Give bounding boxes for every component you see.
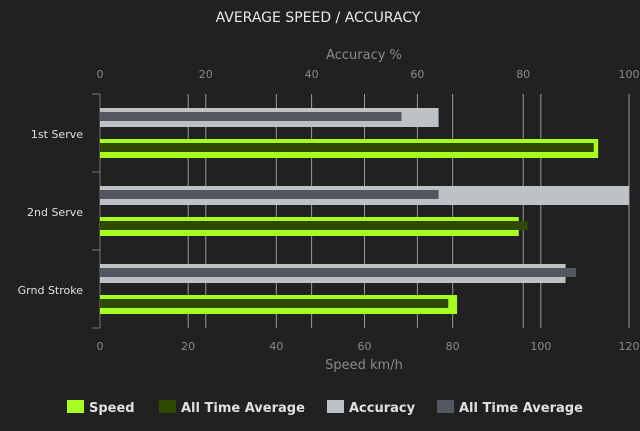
bottom-tick-label: 60 [358,340,372,353]
top-tick-label: 20 [199,68,213,81]
bottom-tick-label: 0 [97,340,104,353]
bottom-tick-label: 40 [269,340,283,353]
legend-label: All Time Average [181,401,305,416]
category-label: Grnd Stroke [18,284,84,297]
top-axis-label: Accuracy % [326,48,402,63]
accuracy-average-bar [100,112,402,121]
bottom-tick-label: 20 [181,340,195,353]
category-label: 1st Serve [31,128,83,141]
speed-average-bar [100,299,449,308]
top-tick-label: 40 [305,68,319,81]
bottom-tick-label: 100 [530,340,551,353]
speed-average-bar [100,143,594,152]
speed-average-bar [100,221,528,230]
legend-label: All Time Average [459,401,583,416]
legend-swatch [327,400,344,413]
legend-swatch [159,400,176,413]
top-tick-label: 60 [410,68,424,81]
legend-swatch [437,400,454,413]
legend-label: Speed [89,401,135,416]
top-tick-label: 80 [516,68,530,81]
accuracy-average-bar [100,190,439,199]
bottom-tick-label: 120 [619,340,640,353]
accuracy-average-bar [100,268,577,277]
legend-swatch [67,400,84,413]
top-tick-label: 0 [97,68,104,81]
bottom-tick-label: 80 [446,340,460,353]
chart-title: AVERAGE SPEED / ACCURACY [216,10,421,26]
legend-label: Accuracy [349,401,416,416]
bottom-axis-label: Speed km/h [325,358,403,373]
category-label: 2nd Serve [27,206,83,219]
top-tick-label: 100 [619,68,640,81]
